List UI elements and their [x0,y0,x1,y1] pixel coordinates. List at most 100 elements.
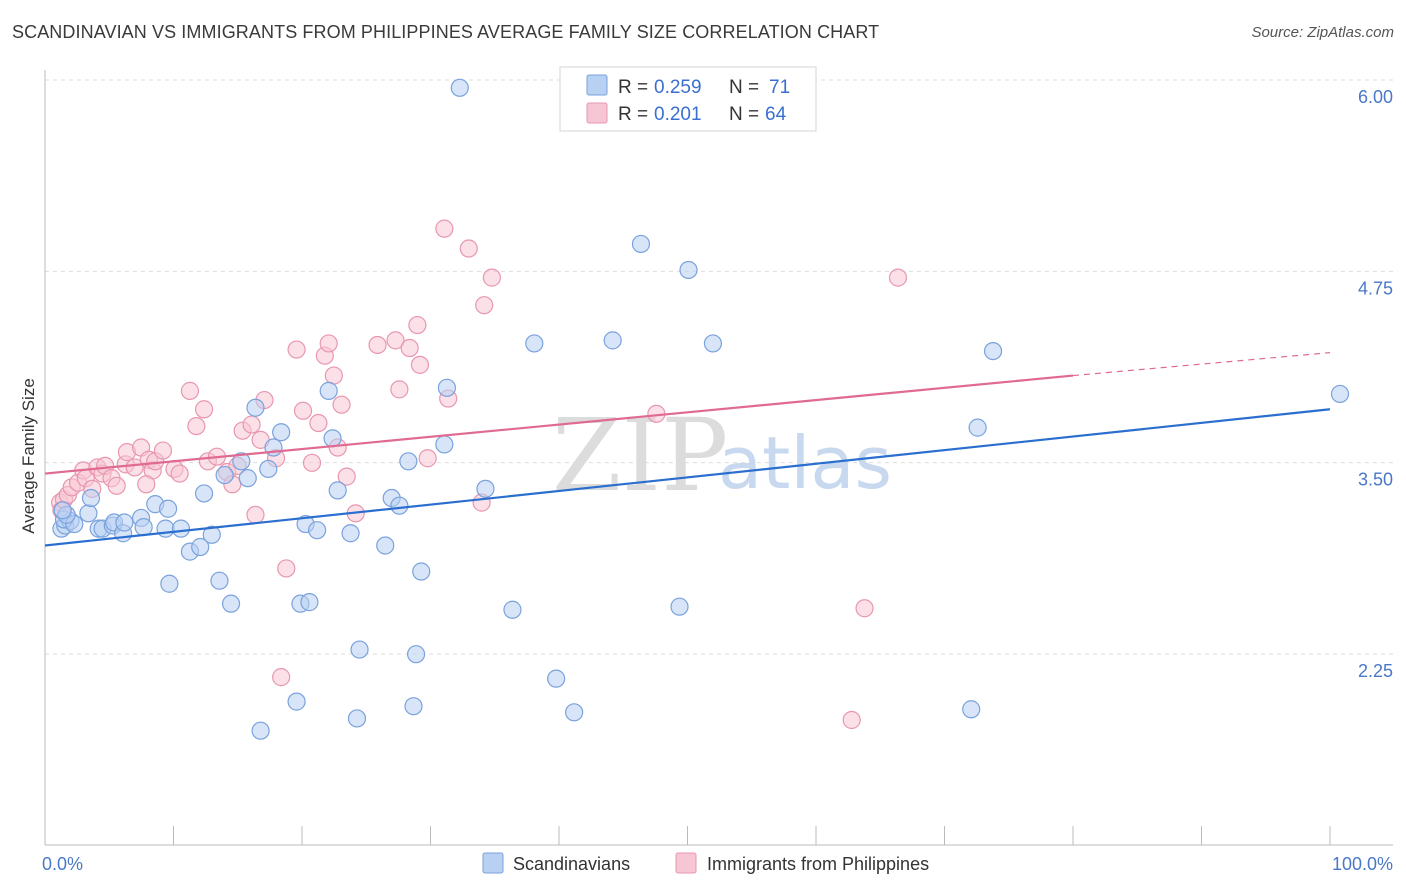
correlation-legend: R = 0.259 N = 71 R = 0.201 N = 64 [559,66,817,132]
philippines-point-65 [842,710,861,730]
scandinavians-point-29 [238,469,257,488]
scandinavians-point-63 [670,597,689,616]
trend-line-scandinavians [44,408,1331,547]
legend-r-value-2: 0.201 [654,104,702,125]
scandinavians-point-7 [81,488,101,508]
trend-line-philippines [44,374,1074,475]
scandinavians-point-19 [160,574,179,593]
scandinavians-point-26 [215,465,234,485]
scandinavians-point-22 [191,537,210,557]
x-tick-label-1: 100.0% [1332,854,1393,874]
scandinavians-point-69 [1330,384,1350,404]
trend-line-philippines-extension [1072,352,1331,377]
scandinavians-point-27 [221,594,241,613]
gridlines [45,79,1393,655]
scandinavians-point-70 [53,501,72,520]
x-tick-label-0: 0.0% [42,854,83,874]
scandinavians-point-28 [232,452,251,471]
scandinavians-point-53 [435,435,454,454]
philippines-point-33 [242,415,261,434]
scandinavians-point-58 [525,334,544,353]
philippines-point-68 [137,475,156,494]
philippines-point-62 [475,296,494,315]
scandinavians-point-54 [437,378,457,397]
philippines-point-40 [287,340,306,359]
scandinavians-point-17 [156,519,175,538]
scandinavians-point-18 [158,499,178,518]
scandinavians-point-34 [272,423,291,442]
scandinavians-point-51 [406,645,426,664]
watermark-atlas: atlas [718,421,892,505]
scandinavians-point-66 [962,700,981,719]
watermark-zip: ZIP [552,397,728,514]
philippines-point-60 [459,239,478,258]
philippines-point-57 [418,449,437,468]
scandinavians-point-60 [565,703,584,722]
scandinavians-point-38 [300,593,319,612]
trend-lines [44,352,1331,547]
y-tick-label-0: 2.25 [1358,661,1393,681]
scandinavians-point-6 [79,504,98,523]
scandinavians-point-43 [341,524,360,543]
scandinavians-point-46 [376,536,395,555]
scandinavians-point-61 [603,331,622,350]
scandinavians-point-25 [210,571,229,590]
philippines-point-16 [125,458,144,477]
scandinavians-point-44 [347,709,367,728]
series-scandinavians-points [52,78,1350,740]
bottom-legend-swatch-philippines [675,852,697,874]
legend-swatch-philippines [586,102,608,124]
scandinavians-point-68 [983,341,1003,361]
legend-r-label-1: R = [618,77,648,98]
scandinavians-point-15 [134,518,153,537]
legend-n-label-2: N = [729,104,759,125]
source-credit: Source: ZipAtlas.com [1251,24,1394,41]
y-tick-label-1: 3.50 [1358,470,1393,490]
y-tick-label-2: 4.75 [1358,278,1393,298]
chart-title: SCANDINAVIAN VS IMMIGRANTS FROM PHILIPPI… [12,22,880,42]
series-legend: Scandinavians Immigrants from Philippine… [482,852,929,874]
legend-swatch-scandinavians [586,74,608,96]
scandinavians-point-67 [968,418,987,437]
series-philippines-points [51,219,908,730]
scandinavians-point-49 [399,452,418,471]
bottom-legend-label-scandinavians: Scandinavians [513,854,630,874]
scandinavians-point-48 [390,496,409,515]
scandinavians-point-24 [202,525,221,544]
philippines-point-51 [368,335,387,355]
philippines-point-42 [302,453,322,472]
x-tick-labels: 0.0% 100.0% [42,854,1393,874]
philippines-point-54 [400,338,419,358]
bottom-legend-label-philippines: Immigrants from Philippines [707,854,929,874]
scandinavians-point-41 [323,429,342,448]
philippines-point-63 [482,268,501,287]
philippines-point-41 [293,401,313,420]
scandinavians-point-30 [246,398,265,417]
philippines-point-55 [408,315,427,335]
scandinavians-point-62 [631,234,651,254]
legend-n-value-1: 71 [769,77,790,98]
watermark: ZIP atlas [552,397,892,514]
scandinavians-point-65 [703,334,723,353]
philippines-point-66 [855,599,874,618]
philippines-point-46 [324,366,343,385]
scandinavians-point-32 [259,459,278,479]
philippines-point-21 [153,441,173,460]
philippines-point-39 [277,559,296,578]
scandinavians-point-64 [679,260,698,280]
y-tick-labels: 2.25 3.50 4.75 6.00 [1358,87,1393,681]
scandinavians-point-56 [476,479,495,498]
y-axis-label: Average Family Size [19,378,38,534]
philippines-point-58 [435,219,454,238]
philippines-point-45 [319,334,338,353]
scandinavians-point-33 [264,438,283,457]
philippines-point-49 [337,467,356,486]
philippines-point-43 [309,413,328,433]
legend-r-value-1: 0.259 [654,77,702,98]
legend-n-label-1: N = [729,77,759,98]
philippines-point-23 [170,464,189,483]
scandinavians-point-57 [503,600,522,619]
philippines-point-24 [180,381,200,400]
scandinavians-point-50 [404,697,423,716]
philippines-point-53 [390,380,409,399]
